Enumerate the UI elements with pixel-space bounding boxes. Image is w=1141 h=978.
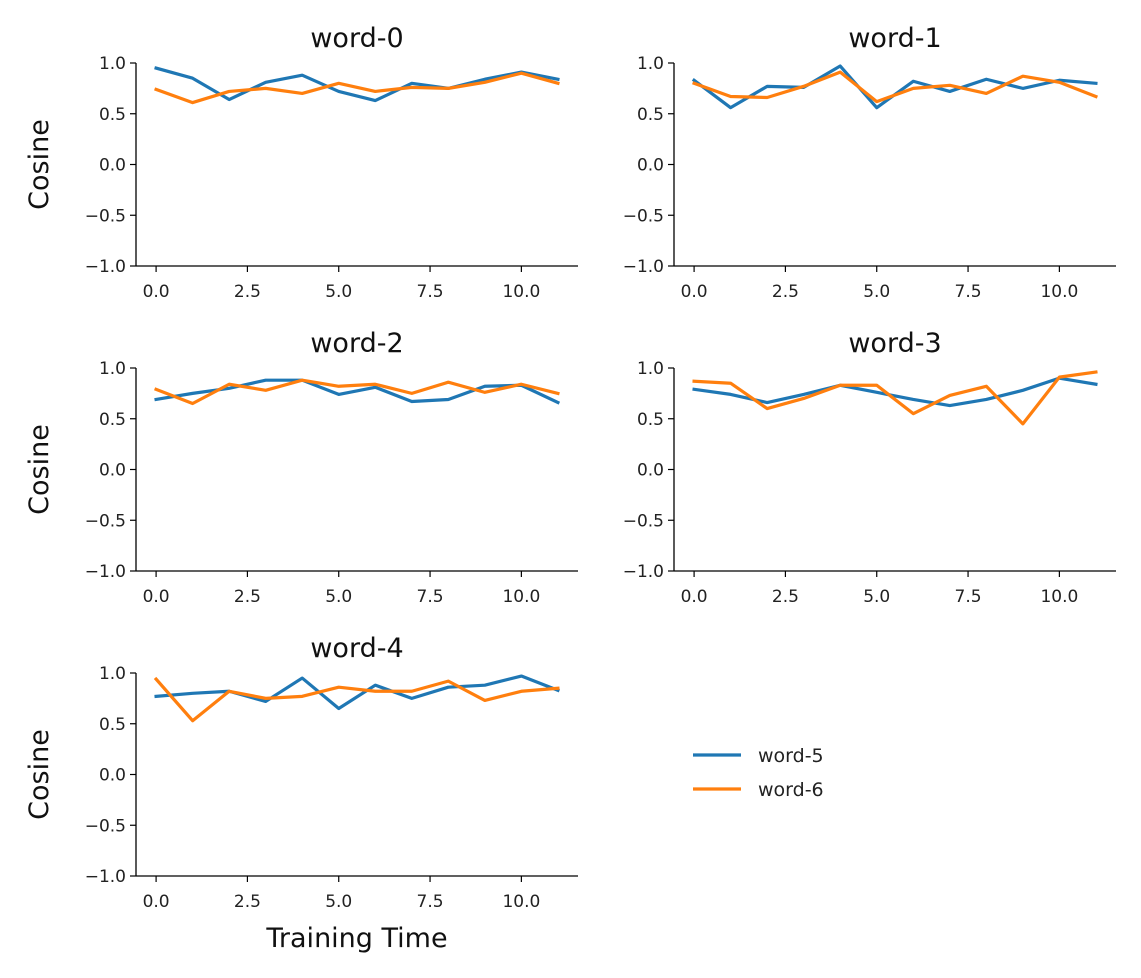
panel-word-0: 1.0 0.5 0.0 −0.5 −1.0 0.0 2.5 5.0 7.5 10.0 word-0 C…: [24, 23, 578, 302]
series-line-word-6: [154, 71, 560, 105]
y-tick-label: −0.5: [85, 511, 126, 531]
x-tick-label: 5.0: [325, 892, 352, 912]
x-tick-label: 10.0: [502, 282, 540, 302]
x-tick-label: 2.5: [234, 892, 261, 912]
y-tick-label: 1.0: [99, 54, 126, 74]
series-line-word-5: [154, 674, 560, 711]
series-line-word-6: [692, 70, 1098, 104]
panel-title: word-0: [310, 23, 403, 54]
series-line-word-5: [691, 64, 1098, 110]
y-tick-label: −1.0: [623, 257, 664, 277]
y-tick-label: 0.5: [637, 410, 664, 430]
panel-title: word-2: [310, 328, 403, 359]
series-line-word-5: [154, 66, 560, 103]
x-tick-label: 0.0: [681, 282, 708, 302]
x-tick-label: 5.0: [325, 282, 352, 302]
x-tick-label: 7.5: [417, 282, 444, 302]
y-tick-label: 0.5: [637, 105, 664, 125]
x-tick-label: 0.0: [143, 282, 170, 302]
x-tick-label: 7.5: [955, 282, 982, 302]
y-tick-label: 0.0: [99, 461, 126, 481]
y-tick-label: 1.0: [637, 54, 664, 74]
y-tick-label: −1.0: [85, 867, 126, 887]
y-tick-label: −0.5: [85, 816, 126, 836]
legend-label-word-6: word-6: [758, 779, 824, 801]
x-tick-label: 0.0: [681, 587, 708, 607]
series-line-word-6: [692, 370, 1098, 426]
x-tick-label: 7.5: [417, 892, 444, 912]
x-tick-label: 10.0: [1040, 282, 1078, 302]
panel-word-1: 1.0 0.5 0.0 −0.5 −1.0 0.0 2.5 5.0 7.5 10.0 word-1: [623, 23, 1116, 302]
x-tick-label: 2.5: [772, 282, 799, 302]
y-tick-label: 0.5: [99, 105, 126, 125]
panel-title: word-4: [310, 633, 403, 664]
chart-panels: 1.0 0.5 0.0 −0.5 −1.0 0.0 2.5 5.0 7.5 10.0 word-0 C…: [24, 23, 1116, 954]
x-tick-label: 10.0: [502, 587, 540, 607]
series-line-word-5: [692, 376, 1098, 408]
y-tick-label: −1.0: [85, 257, 126, 277]
y-tick-label: 1.0: [637, 359, 664, 379]
panel-word-2: 1.0 0.5 0.0 −0.5 −1.0 0.0 2.5 5.0 7.5 10.0 word-2 C…: [24, 328, 578, 607]
legend: word-5 word-6: [693, 745, 824, 801]
series-line-word-6: [154, 378, 560, 406]
y-tick-label: 0.5: [99, 715, 126, 735]
x-tick-label: 2.5: [234, 282, 261, 302]
x-tick-label: 2.5: [234, 587, 261, 607]
x-tick-label: 7.5: [955, 587, 982, 607]
y-tick-label: −0.5: [623, 511, 664, 531]
series-line-word-6: [153, 676, 560, 723]
y-tick-label: 0.5: [99, 410, 126, 430]
legend-label-word-5: word-5: [758, 745, 824, 767]
x-tick-label: 5.0: [863, 282, 890, 302]
y-tick-label: 0.0: [99, 766, 126, 786]
x-tick-label: 5.0: [863, 587, 890, 607]
y-tick-label: 0.0: [637, 156, 664, 176]
panel-word-4: 1.0 0.5 0.0 −0.5 −1.0 0.0 2.5 5.0 7.5 10.0 word-4 C…: [24, 633, 578, 954]
y-tick-label: −0.5: [85, 206, 126, 226]
y-axis-label: Cosine: [24, 119, 55, 210]
panel-title: word-3: [848, 328, 941, 359]
x-axis-label: Training Time: [265, 923, 447, 954]
y-tick-label: 1.0: [99, 664, 126, 684]
y-tick-label: −1.0: [85, 562, 126, 582]
y-tick-label: 0.0: [99, 156, 126, 176]
x-tick-label: 7.5: [417, 587, 444, 607]
x-tick-label: 0.0: [143, 587, 170, 607]
y-tick-label: −0.5: [623, 206, 664, 226]
y-axis-label: Cosine: [24, 424, 55, 515]
panel-word-3: 1.0 0.5 0.0 −0.5 −1.0 0.0 2.5 5.0 7.5 10.0 word-3: [623, 328, 1116, 607]
y-axis-label: Cosine: [24, 729, 55, 820]
y-tick-label: −1.0: [623, 562, 664, 582]
y-tick-label: 0.0: [637, 461, 664, 481]
x-tick-label: 10.0: [1040, 587, 1078, 607]
x-tick-label: 0.0: [143, 892, 170, 912]
x-tick-label: 10.0: [502, 892, 540, 912]
y-tick-label: 1.0: [99, 359, 126, 379]
panel-title: word-1: [848, 23, 941, 54]
x-tick-label: 2.5: [772, 587, 799, 607]
x-tick-label: 5.0: [325, 587, 352, 607]
